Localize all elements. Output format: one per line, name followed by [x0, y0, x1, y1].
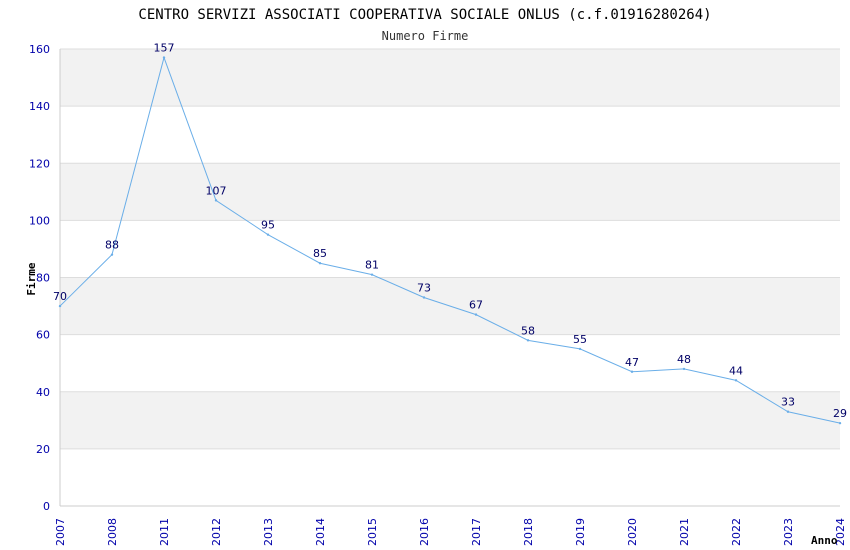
data-point [786, 410, 790, 413]
x-tick-label: 2021 [678, 518, 691, 546]
data-point [630, 370, 634, 373]
data-label: 85 [313, 247, 327, 260]
data-label: 58 [521, 324, 535, 337]
x-tick-label: 2008 [106, 518, 119, 546]
data-label: 67 [469, 299, 483, 312]
y-tick-label: 20 [36, 443, 50, 456]
x-axis-label: Anno [811, 534, 838, 547]
x-tick-labels: 2007 2008 2011 2012 2013 2014 2015 2016 2017 2018… [54, 518, 847, 546]
data-point [370, 273, 374, 276]
y-tick-label: 120 [29, 157, 50, 170]
x-tick-label: 2023 [782, 518, 795, 546]
data-point [318, 262, 322, 265]
data-point [526, 339, 530, 342]
data-label: 95 [261, 219, 275, 232]
chart-subtitle: Numero Firme [382, 29, 469, 43]
data-point [162, 56, 166, 59]
data-label: 44 [729, 364, 743, 377]
x-tick-label: 2022 [730, 518, 743, 546]
x-tick-label: 2017 [470, 518, 483, 546]
x-tick-label: 2020 [626, 518, 639, 546]
data-label: 88 [105, 239, 119, 252]
background-band [60, 49, 840, 107]
x-tick-label: 2016 [418, 518, 431, 546]
background-bands [60, 49, 840, 449]
series-line [59, 55, 841, 424]
background-band [60, 391, 840, 449]
data-label: 47 [625, 356, 639, 369]
data-label: 81 [365, 259, 379, 272]
data-point [110, 253, 114, 256]
chart-title: CENTRO SERVIZI ASSOCIATI COOPERATIVA SOC… [138, 7, 711, 23]
x-tick-label: 2018 [522, 518, 535, 546]
x-tick-label: 2014 [314, 518, 327, 546]
data-label: 55 [573, 333, 587, 346]
x-tick-label: 2013 [262, 518, 275, 546]
data-label: 73 [417, 281, 431, 294]
y-axis-label: Firme [25, 262, 38, 295]
x-tick-label: 2024 [834, 518, 847, 546]
x-tick-label: 2012 [210, 518, 223, 546]
data-point [214, 199, 218, 202]
y-tick-label: 80 [36, 272, 50, 285]
data-labels: 70 88 157 107 95 85 81 73 67 58 55 47 48 44 33 29 [53, 42, 847, 421]
y-tick-label: 40 [36, 386, 50, 399]
data-point [58, 304, 62, 308]
data-label: 48 [677, 353, 691, 366]
data-point [266, 233, 270, 236]
y-tick-label: 160 [29, 43, 50, 56]
data-label: 157 [154, 42, 175, 55]
y-tick-label: 60 [36, 329, 50, 342]
x-tick-label: 2011 [158, 518, 171, 546]
data-label: 33 [781, 396, 795, 409]
data-point [422, 296, 426, 299]
y-tick-labels: 0 20 40 60 80 100 120 140 160 [29, 43, 50, 513]
data-points [58, 56, 842, 425]
x-tick-label: 2015 [366, 518, 379, 546]
data-point [734, 379, 738, 382]
data-point [474, 313, 478, 316]
data-point [578, 347, 582, 351]
y-tick-label: 140 [29, 100, 50, 113]
data-label: 29 [833, 407, 847, 420]
x-tick-label: 2019 [574, 518, 587, 546]
x-tick-label: 2007 [54, 518, 67, 546]
data-point [838, 421, 842, 425]
data-label: 107 [206, 184, 227, 197]
data-label: 70 [53, 290, 67, 303]
y-tick-label: 0 [43, 500, 50, 513]
y-tick-label: 100 [29, 214, 50, 227]
background-band [60, 163, 840, 221]
data-point [682, 367, 686, 371]
